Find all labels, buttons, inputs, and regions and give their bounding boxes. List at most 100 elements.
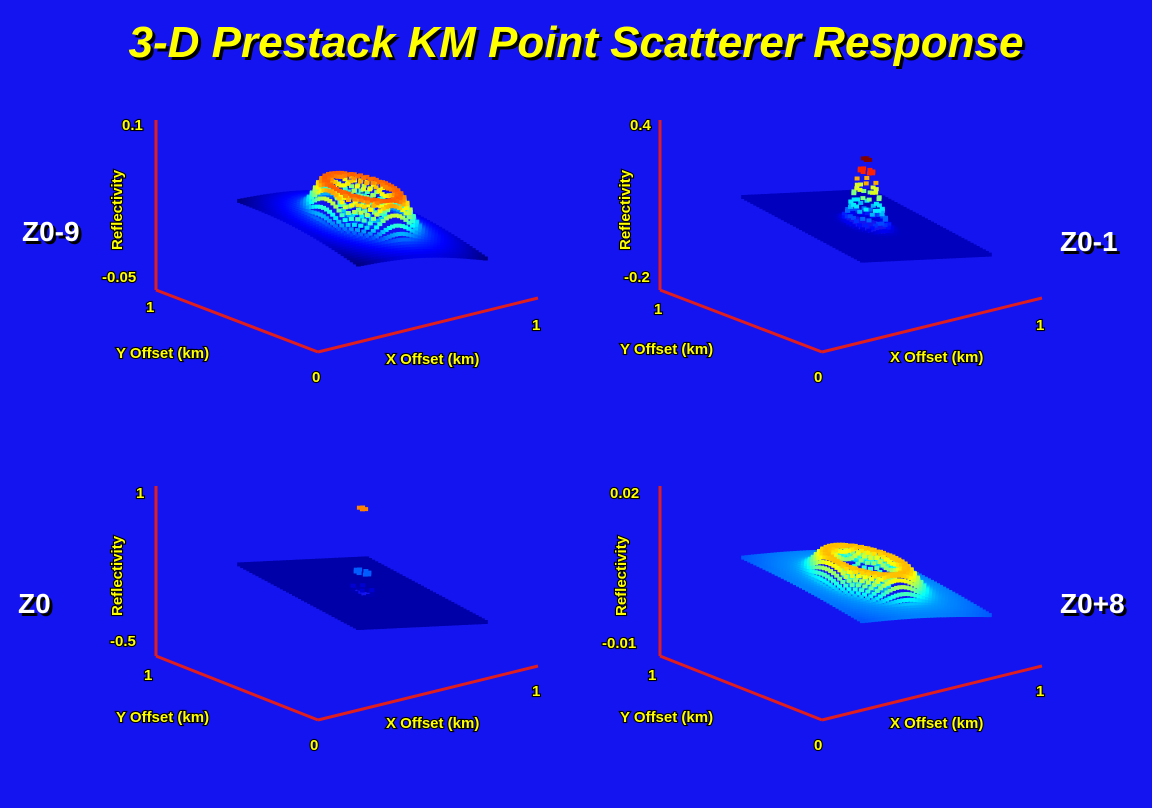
- surface-cell: [371, 181, 376, 185]
- surface-cell: [874, 187, 879, 191]
- surface-cell: [340, 213, 345, 217]
- surface-cell: [868, 208, 873, 212]
- x-tick-0: 0: [310, 737, 318, 754]
- surface-cell: [870, 191, 875, 195]
- z-max-tick: 0.1: [122, 117, 143, 134]
- x-axis-label: X Offset (km): [890, 349, 983, 366]
- surface-cell: [873, 209, 878, 213]
- z-min-tick: -0.2: [624, 269, 650, 286]
- z-axis-label: Reflectivity: [109, 169, 126, 250]
- surface-cell: [374, 185, 379, 189]
- surface-mesh: [741, 156, 992, 262]
- surface-cell: [855, 183, 860, 187]
- surface-cell: [359, 199, 364, 203]
- surface-cell: [860, 196, 865, 200]
- surface-cell: [339, 224, 344, 228]
- surface-cell: [845, 209, 850, 213]
- z-min-tick: -0.05: [102, 269, 136, 286]
- panel-label-z0: Z0: [18, 588, 51, 620]
- surface-cell: [343, 205, 348, 209]
- surface-cell: [371, 204, 376, 208]
- surface-cell: [860, 217, 865, 221]
- surface-cell: [854, 219, 859, 223]
- surface-cell: [368, 208, 373, 212]
- surface-cell: [356, 626, 361, 630]
- surface-cell: [362, 205, 367, 209]
- surface-cell: [361, 187, 366, 191]
- z-axis-label: Reflectivity: [617, 169, 634, 250]
- x-axis: [318, 298, 538, 352]
- surface-cell: [333, 205, 338, 209]
- surface-cell: [362, 219, 367, 223]
- surface-cell: [349, 217, 354, 221]
- surface-cell: [863, 224, 868, 228]
- surface-cell: [877, 203, 882, 207]
- surface-cell: [867, 172, 872, 176]
- surface-cell: [369, 588, 374, 592]
- surface-cell: [877, 197, 882, 201]
- surface-cell: [360, 507, 365, 511]
- surface-cell: [865, 211, 870, 215]
- x-tick-0: 0: [814, 369, 822, 386]
- surface-cell: [351, 584, 356, 588]
- y-axis-label: Y Offset (km): [116, 709, 209, 726]
- surface-cell: [346, 211, 351, 215]
- surface-cell: [343, 218, 348, 222]
- surface-cell: [365, 201, 370, 205]
- x-tick-1: 1: [532, 683, 540, 700]
- surface-cell: [857, 210, 862, 214]
- plot-svg: 0.1 -0.05 Reflectivity 1 Y Offset (km) 0…: [60, 110, 620, 440]
- surface-cell: [337, 196, 342, 200]
- z-axis-label: Reflectivity: [109, 535, 126, 616]
- surface-cell: [855, 177, 860, 181]
- surface-cell: [848, 200, 853, 204]
- surface-plot-z0-9: 0.1 -0.05 Reflectivity 1 Y Offset (km) 0…: [60, 110, 620, 440]
- surface-cell: [374, 225, 379, 229]
- surface-cell: [371, 217, 376, 221]
- surface-cell: [336, 220, 341, 224]
- surface-cell: [864, 158, 869, 162]
- surface-cell: [854, 205, 859, 209]
- surface-cell: [365, 226, 370, 230]
- surface-cell: [343, 194, 348, 198]
- x-tick-1: 1: [532, 317, 540, 334]
- y-axis-label: Y Offset (km): [116, 345, 209, 362]
- surface-cell: [883, 218, 888, 222]
- surface-cell: [365, 213, 370, 217]
- surface-cell: [346, 198, 351, 202]
- surface-cell: [355, 217, 360, 221]
- surface-cell: [867, 198, 872, 202]
- surface-cell: [355, 203, 360, 207]
- surface-cell: [873, 181, 878, 185]
- surface-cell: [352, 210, 357, 214]
- surface-cell: [870, 213, 875, 217]
- surface-cell: [368, 177, 373, 181]
- x-axis-label: X Offset (km): [386, 351, 479, 368]
- surface-cell: [330, 213, 335, 217]
- surface-cell: [358, 180, 363, 184]
- surface-cell: [370, 193, 375, 197]
- surface-cell: [360, 583, 365, 587]
- surface-cell: [355, 185, 360, 189]
- surface-cell: [357, 571, 362, 575]
- surface-cell: [349, 204, 354, 208]
- x-axis: [822, 298, 1042, 352]
- surface-cell: [340, 200, 345, 204]
- y-axis-label: Y Offset (km): [620, 341, 713, 358]
- surface-cell: [858, 201, 863, 205]
- surface-cell: [358, 224, 363, 228]
- surface-cell: [364, 181, 369, 185]
- surface-cell: [352, 223, 357, 227]
- surface-cell: [857, 188, 862, 192]
- z-min-tick: -0.5: [110, 633, 136, 650]
- y-tick-1: 1: [146, 299, 154, 316]
- surface-cell: [361, 176, 366, 180]
- surface-cell: [352, 198, 357, 202]
- z-max-tick: 0.4: [630, 117, 652, 134]
- surface-cell: [851, 191, 856, 195]
- x-tick-1: 1: [1036, 317, 1044, 334]
- surface-cell: [378, 209, 383, 213]
- surface-cell: [349, 194, 354, 198]
- y-tick-1: 1: [144, 667, 152, 684]
- surface-mesh: [741, 543, 992, 623]
